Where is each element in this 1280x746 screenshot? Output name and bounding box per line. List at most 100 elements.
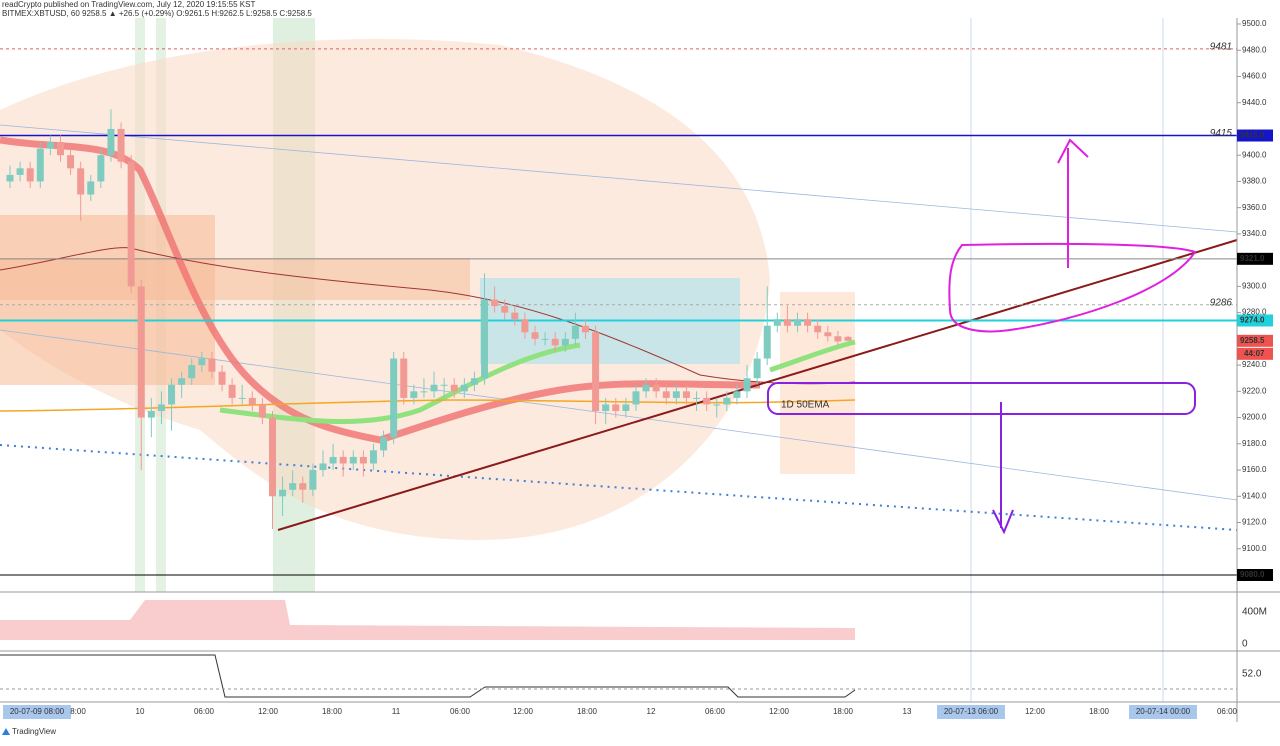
oscillator-line xyxy=(0,654,856,698)
candle-body xyxy=(814,325,822,333)
up-arrow xyxy=(1057,138,1089,268)
y-tick-label: 9440.0 xyxy=(1242,98,1267,107)
y-tick-label: 9220.0 xyxy=(1242,386,1267,395)
candle-body xyxy=(723,397,731,405)
candle-body xyxy=(743,378,751,392)
candle-body xyxy=(248,397,256,405)
background-layer xyxy=(0,18,1238,702)
candle-body xyxy=(168,384,176,405)
candle-body xyxy=(97,155,105,182)
x-tick-label: 20-07-13 06:00 xyxy=(944,707,999,716)
oscillator-tick: 52.0 xyxy=(1242,669,1262,680)
volume-tick: 400M xyxy=(1242,607,1267,618)
trend-line xyxy=(0,329,1238,501)
price-tag xyxy=(1237,129,1273,142)
ma-line xyxy=(0,247,856,385)
volume-band xyxy=(0,600,855,640)
x-tick-label: 20-07-14 00:00 xyxy=(1136,707,1191,716)
candles xyxy=(6,109,852,530)
candle-body xyxy=(561,338,569,346)
y-tick-label: 9160.0 xyxy=(1242,465,1267,474)
price-tag xyxy=(1237,314,1273,327)
x-tick-label: 10 xyxy=(136,707,145,716)
y-tick-label: 9180.0 xyxy=(1242,439,1267,448)
y-tick-label: 9280.0 xyxy=(1242,308,1267,317)
candle-body xyxy=(733,391,741,398)
price-tag-label: 9274.0 xyxy=(1240,316,1265,325)
candle-body xyxy=(208,358,216,372)
candle-body xyxy=(147,411,155,418)
candle-body xyxy=(693,397,701,399)
candle-body xyxy=(279,489,287,497)
candle-body xyxy=(269,417,277,497)
x-tick-label: 18:00 xyxy=(1089,707,1110,716)
price-tag xyxy=(1237,569,1273,581)
candle-body xyxy=(289,483,297,490)
price-axis: 9500.0 9480.0 9460.0 9440.0 9400.0 9380.0 9360… xyxy=(1237,19,1273,581)
time-highlight xyxy=(1129,705,1197,719)
y-tick-label: 9380.0 xyxy=(1242,177,1267,186)
y-tick-label: 9400.0 xyxy=(1242,150,1267,159)
y-tick-label: 9120.0 xyxy=(1242,518,1267,527)
candle-body xyxy=(56,142,64,156)
candle-body xyxy=(46,142,54,149)
countdown-tag xyxy=(1237,347,1273,360)
x-tick-label: 18:00 xyxy=(322,707,343,716)
candle-body xyxy=(470,378,478,385)
header-line: BITMEX:XBTUSD, 60 9258.5 ▲ +26.5 (+0.29%… xyxy=(2,9,312,18)
x-tick-label: 06:00 xyxy=(450,707,471,716)
price-tag-label: 9415.0 xyxy=(1240,131,1265,140)
candle-body xyxy=(612,404,620,412)
candle-body xyxy=(309,470,317,490)
candle-body xyxy=(703,397,711,405)
price-tag xyxy=(1237,252,1273,265)
zone xyxy=(0,258,470,300)
y-tick-label: 9240.0 xyxy=(1242,360,1267,369)
price-tag-label: 9258.5 xyxy=(1240,336,1265,345)
y-tick-label: 9360.0 xyxy=(1242,203,1267,212)
candle-body xyxy=(501,306,509,313)
y-tick-label: 9300.0 xyxy=(1242,281,1267,290)
y-tick-label: 9460.0 xyxy=(1242,72,1267,81)
candle-body xyxy=(238,397,246,399)
candle-body xyxy=(36,148,44,182)
level-label: 9286 xyxy=(1210,297,1233,308)
y-tick-label: 9200.0 xyxy=(1242,413,1267,422)
level-label: 9481 xyxy=(1210,42,1232,53)
annotation: 1D 50EMA xyxy=(781,400,830,411)
candle-body xyxy=(16,168,24,175)
candle-body xyxy=(662,391,670,398)
candle-body xyxy=(581,325,589,333)
y-tick-label: 9480.0 xyxy=(1242,45,1267,54)
candle-body xyxy=(682,391,690,398)
x-tick-label: 12:00 xyxy=(513,707,534,716)
x-tick-label: 11 xyxy=(392,707,401,716)
candle-body xyxy=(642,384,650,392)
candle-body xyxy=(783,319,791,326)
candle-body xyxy=(77,168,85,195)
candle-body xyxy=(652,384,660,392)
y-tick-label: 9140.0 xyxy=(1242,491,1267,500)
x-tick-label: 06:00 xyxy=(1217,707,1238,716)
candle-body xyxy=(541,338,549,340)
candle-body xyxy=(804,319,812,326)
x-tick-label: 18:00 xyxy=(833,707,854,716)
highlight-circle xyxy=(948,242,1197,333)
candle-body xyxy=(198,358,206,366)
candle-body xyxy=(319,463,327,471)
candle-body xyxy=(521,319,529,333)
x-tick-label: 20-07-09 08:00 xyxy=(10,707,65,716)
y-tick-label: 9500.0 xyxy=(1242,19,1267,28)
candle-body xyxy=(329,456,337,464)
x-tick-label: 06:00 xyxy=(705,707,726,716)
candle-body xyxy=(67,155,75,169)
candle-body xyxy=(339,456,347,464)
candle-body xyxy=(178,378,186,385)
candle-body xyxy=(26,168,34,182)
candle-body xyxy=(531,332,539,339)
candle-body xyxy=(380,437,388,451)
candle-body xyxy=(763,325,771,359)
candle-body xyxy=(117,128,125,162)
